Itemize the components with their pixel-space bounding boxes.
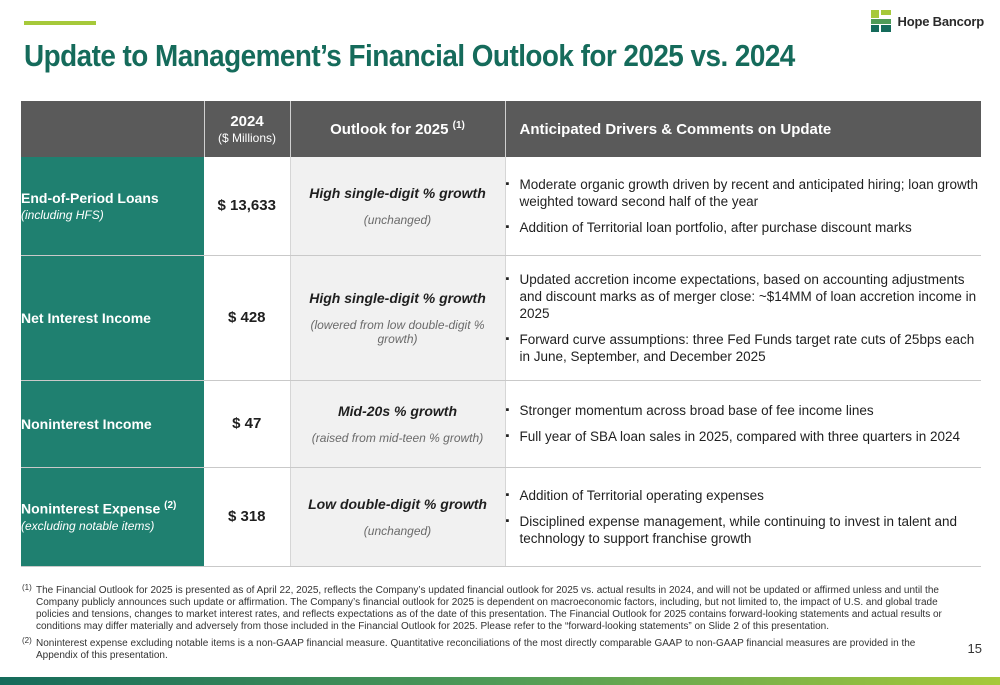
table-header-row: 2024 ($ Millions) Outlook for 2025 (1) A… [21,101,981,157]
metric-ref: (2) [164,500,177,512]
metric-cell: Noninterest Expense (2) (excluding notab… [21,467,204,567]
list-item: Stronger momentum across broad base of f… [506,402,982,419]
outlook-table: 2024 ($ Millions) Outlook for 2025 (1) A… [21,101,981,567]
list-item: Forward curve assumptions: three Fed Fun… [506,331,982,365]
hope-bancorp-logo-icon [870,10,891,32]
value-2024: $ 428 [204,255,291,381]
logo-text: Hope Bancorp [897,13,985,29]
table-row: Net Interest Income $ 428 High single-di… [21,255,982,381]
metric-name: End-of-Period Loans [21,189,159,206]
header-outlook-ref: (1) [452,120,465,131]
outlook-note: (lowered from low double-digit % growth) [310,317,485,346]
outlook-note: (raised from mid-teen % growth) [311,430,484,445]
table-row: End-of-Period Loans (including HFS) $ 13… [21,157,982,256]
metric-sub: (excluding notable items) [21,518,155,533]
metric-sub: (including HFS) [21,207,104,222]
company-logo: Hope Bancorp [870,10,985,32]
metric-cell: Net Interest Income [21,255,204,381]
footnote-2: (2) Noninterest expense excluding notabl… [22,636,957,662]
outlook-note: (unchanged) [363,212,432,227]
outlook-main: High single-digit % growth [309,289,486,306]
outlook-note: (unchanged) [363,523,432,538]
metric-name: Noninterest Income [21,415,152,432]
footnotes: (1) The Financial Outlook for 2025 is pr… [22,583,957,667]
title-accent-line [24,21,96,25]
metric-name: Noninterest Expense (2) [21,500,177,517]
list-item: Addition of Territorial loan portfolio, … [506,219,982,236]
value-2024: $ 13,633 [204,157,291,256]
table-row: Noninterest Expense (2) (excluding notab… [21,467,982,567]
header-blank [21,101,205,157]
outlook-cell: High single-digit % growth (lowered from… [290,255,506,381]
metric-cell: Noninterest Income [21,380,204,468]
outlook-cell: High single-digit % growth (unchanged) [290,157,506,256]
drivers-cell: Updated accretion income expectations, b… [505,255,982,381]
header-outlook-label: Outlook for 2025 [330,121,449,138]
value-2024: $ 318 [204,467,291,567]
outlook-cell: Mid-20s % growth (raised from mid-teen %… [290,380,506,468]
outlook-main: High single-digit % growth [309,184,486,201]
drivers-cell: Stronger momentum across broad base of f… [505,380,982,468]
header-year-sub: ($ Millions) [217,131,276,145]
list-item: Updated accretion income expectations, b… [506,271,982,322]
outlook-cell: Low double-digit % growth (unchanged) [290,467,506,567]
table-row: Noninterest Income $ 47 Mid-20s % growth… [21,380,982,468]
page-title: Update to Management’s Financial Outlook… [24,38,795,73]
footnote-1-mark: (1) [22,583,32,592]
page-number: 15 [967,641,982,656]
drivers-list: Moderate organic growth driven by recent… [506,176,982,236]
value-2024: $ 47 [204,380,291,468]
list-item: Moderate organic growth driven by recent… [506,176,982,210]
list-item: Addition of Territorial operating expens… [506,487,982,504]
metric-cell: End-of-Period Loans (including HFS) [21,157,204,256]
header-outlook: Outlook for 2025 (1) [290,101,506,157]
list-item: Full year of SBA loan sales in 2025, com… [506,428,982,445]
footnote-1-text: The Financial Outlook for 2025 is presen… [36,585,942,632]
metric-name: Net Interest Income [21,309,151,326]
drivers-cell: Moderate organic growth driven by recent… [505,157,982,256]
outlook-main: Mid-20s % growth [337,402,457,419]
footnote-2-mark: (2) [22,636,32,645]
drivers-cell: Addition of Territorial operating expens… [505,467,982,567]
footnote-2-text: Noninterest expense excluding notable it… [36,638,916,661]
footnote-1: (1) The Financial Outlook for 2025 is pr… [22,583,957,633]
drivers-list: Addition of Territorial operating expens… [506,487,982,547]
list-item: Disciplined expense management, while co… [506,513,982,547]
bottom-gradient-bar [0,677,1000,685]
header-year-label: 2024 [230,113,264,130]
drivers-list: Stronger momentum across broad base of f… [506,402,982,445]
outlook-main: Low double-digit % growth [308,495,487,512]
header-year: 2024 ($ Millions) [204,101,291,157]
header-drivers: Anticipated Drivers & Comments on Update [505,101,981,157]
drivers-list: Updated accretion income expectations, b… [506,271,982,365]
